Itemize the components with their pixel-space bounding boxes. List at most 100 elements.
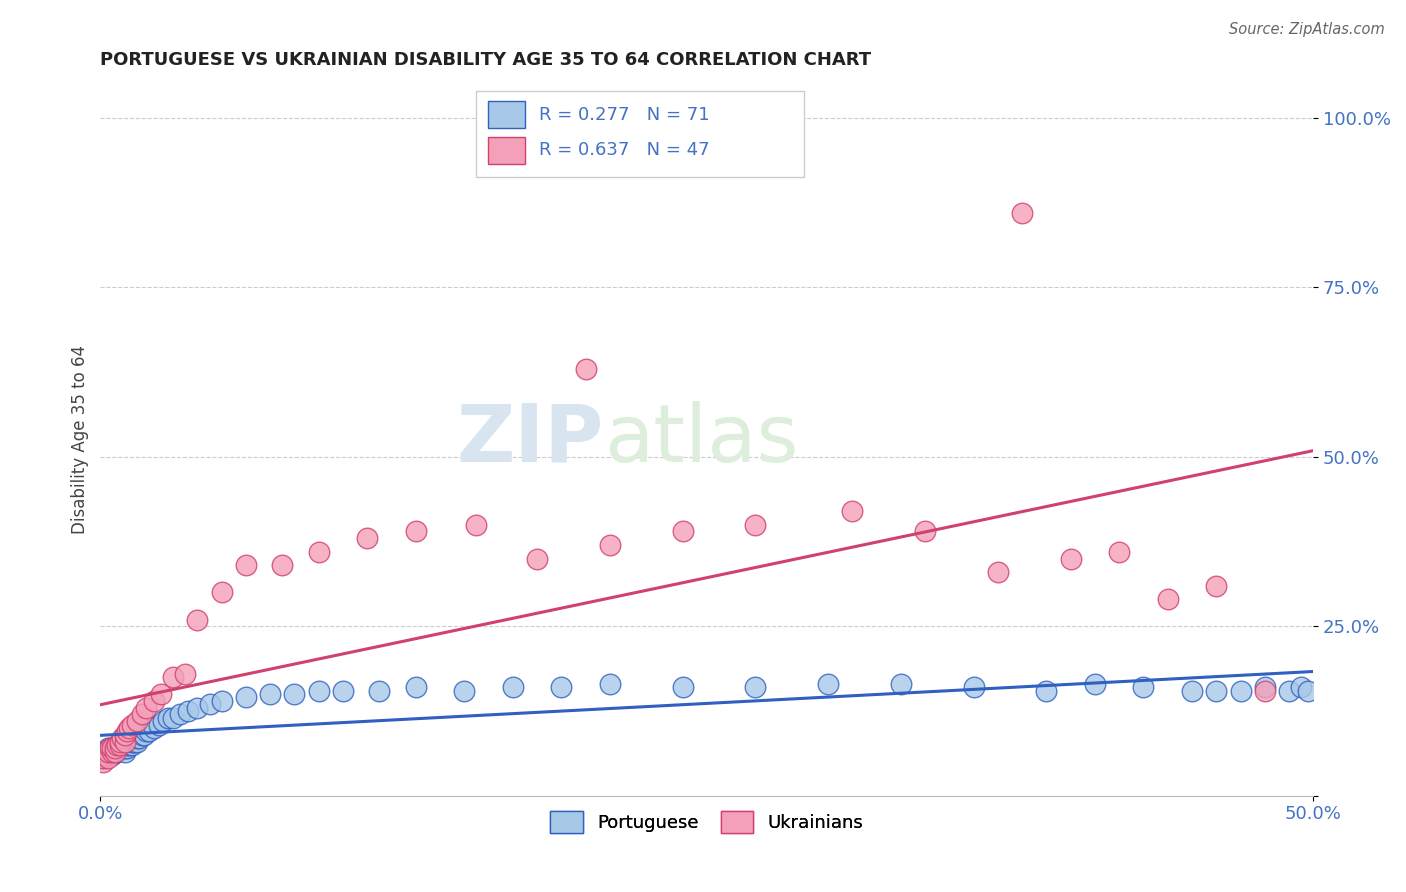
Point bbox=[162, 670, 184, 684]
Point bbox=[271, 558, 294, 573]
Point bbox=[142, 721, 165, 735]
Point bbox=[198, 698, 221, 712]
Point bbox=[111, 738, 134, 752]
Point bbox=[599, 677, 621, 691]
Point bbox=[91, 751, 114, 765]
Point bbox=[465, 517, 488, 532]
Point bbox=[1011, 206, 1033, 220]
Point bbox=[308, 545, 330, 559]
Point bbox=[132, 728, 155, 742]
Point bbox=[332, 683, 354, 698]
Point bbox=[125, 734, 148, 748]
Point bbox=[186, 700, 208, 714]
Point bbox=[368, 683, 391, 698]
Point bbox=[111, 731, 134, 746]
Point bbox=[235, 690, 257, 705]
Point bbox=[105, 745, 128, 759]
Point bbox=[108, 738, 131, 752]
Point bbox=[94, 748, 117, 763]
Point bbox=[1060, 551, 1083, 566]
Point bbox=[121, 734, 143, 748]
Point bbox=[1205, 579, 1227, 593]
Point bbox=[97, 751, 120, 765]
Point bbox=[91, 751, 114, 765]
Point bbox=[142, 694, 165, 708]
Bar bbox=[488, 101, 524, 128]
Point bbox=[94, 745, 117, 759]
Point bbox=[104, 741, 127, 756]
Point bbox=[135, 724, 157, 739]
Point bbox=[744, 681, 766, 695]
Point bbox=[98, 741, 121, 756]
Point bbox=[98, 741, 121, 756]
Point bbox=[98, 745, 121, 759]
Point bbox=[101, 745, 124, 759]
Point bbox=[121, 717, 143, 731]
Point bbox=[259, 687, 281, 701]
FancyBboxPatch shape bbox=[477, 91, 804, 177]
Point bbox=[283, 687, 305, 701]
Point bbox=[118, 738, 141, 752]
Point bbox=[97, 741, 120, 756]
Point bbox=[108, 741, 131, 756]
Text: atlas: atlas bbox=[603, 401, 799, 479]
Point bbox=[987, 565, 1010, 579]
Point bbox=[162, 711, 184, 725]
Point bbox=[114, 738, 136, 752]
Point bbox=[152, 714, 174, 729]
Point bbox=[526, 551, 548, 566]
Point bbox=[1229, 683, 1251, 698]
Point bbox=[235, 558, 257, 573]
Point bbox=[128, 731, 150, 746]
Point bbox=[356, 531, 378, 545]
Point bbox=[502, 681, 524, 695]
Point bbox=[157, 711, 180, 725]
Text: PORTUGUESE VS UKRAINIAN DISABILITY AGE 35 TO 64 CORRELATION CHART: PORTUGUESE VS UKRAINIAN DISABILITY AGE 3… bbox=[100, 51, 872, 69]
Point bbox=[115, 741, 138, 756]
Point bbox=[115, 738, 138, 752]
Point bbox=[131, 707, 153, 722]
Point bbox=[114, 728, 136, 742]
Point bbox=[91, 755, 114, 769]
Point bbox=[1254, 681, 1277, 695]
Point bbox=[963, 681, 986, 695]
Point bbox=[125, 731, 148, 746]
Legend: Portuguese, Ukrainians: Portuguese, Ukrainians bbox=[543, 804, 870, 840]
Point bbox=[101, 741, 124, 756]
Point bbox=[174, 666, 197, 681]
Point bbox=[114, 734, 136, 748]
Point bbox=[599, 538, 621, 552]
Point bbox=[1205, 683, 1227, 698]
Point bbox=[186, 613, 208, 627]
Point bbox=[405, 681, 427, 695]
Point bbox=[118, 721, 141, 735]
Point bbox=[1108, 545, 1130, 559]
Point bbox=[105, 741, 128, 756]
Point bbox=[1132, 681, 1154, 695]
Point bbox=[308, 683, 330, 698]
Point bbox=[97, 745, 120, 759]
Point bbox=[211, 694, 233, 708]
Point bbox=[105, 738, 128, 752]
Point bbox=[104, 745, 127, 759]
Point bbox=[104, 745, 127, 759]
Point bbox=[671, 524, 693, 539]
Point bbox=[841, 504, 863, 518]
Point bbox=[101, 741, 124, 756]
Point bbox=[94, 748, 117, 763]
Point bbox=[114, 745, 136, 759]
Text: R = 0.637   N = 47: R = 0.637 N = 47 bbox=[540, 141, 710, 160]
Point bbox=[101, 745, 124, 759]
Point bbox=[1157, 592, 1180, 607]
Point bbox=[131, 728, 153, 742]
Point bbox=[115, 724, 138, 739]
Point bbox=[890, 677, 912, 691]
Point bbox=[114, 741, 136, 756]
Point bbox=[1254, 683, 1277, 698]
Point bbox=[101, 748, 124, 763]
Point bbox=[176, 704, 198, 718]
Point bbox=[125, 714, 148, 729]
Point bbox=[211, 585, 233, 599]
Point bbox=[817, 677, 839, 691]
Point bbox=[550, 681, 572, 695]
